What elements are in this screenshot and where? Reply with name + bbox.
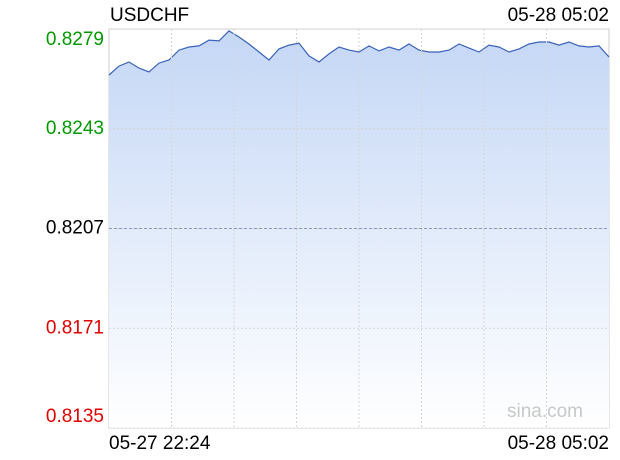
y-tick-label: 0.8243 bbox=[46, 118, 104, 139]
chart-title: USDCHF bbox=[110, 5, 189, 26]
timestamp: 05-28 05:02 bbox=[508, 5, 609, 26]
watermark: sina.com bbox=[507, 401, 583, 422]
y-tick-label: 0.8207 bbox=[46, 218, 104, 239]
y-tick-label: 0.8279 bbox=[46, 29, 104, 50]
x-tick-label: 05-28 05:02 bbox=[508, 433, 609, 454]
y-tick-label: 0.8135 bbox=[46, 406, 104, 427]
x-tick-label: 05-27 22:24 bbox=[109, 433, 211, 454]
price-line bbox=[108, 30, 610, 76]
y-tick-label: 0.8171 bbox=[46, 317, 104, 338]
